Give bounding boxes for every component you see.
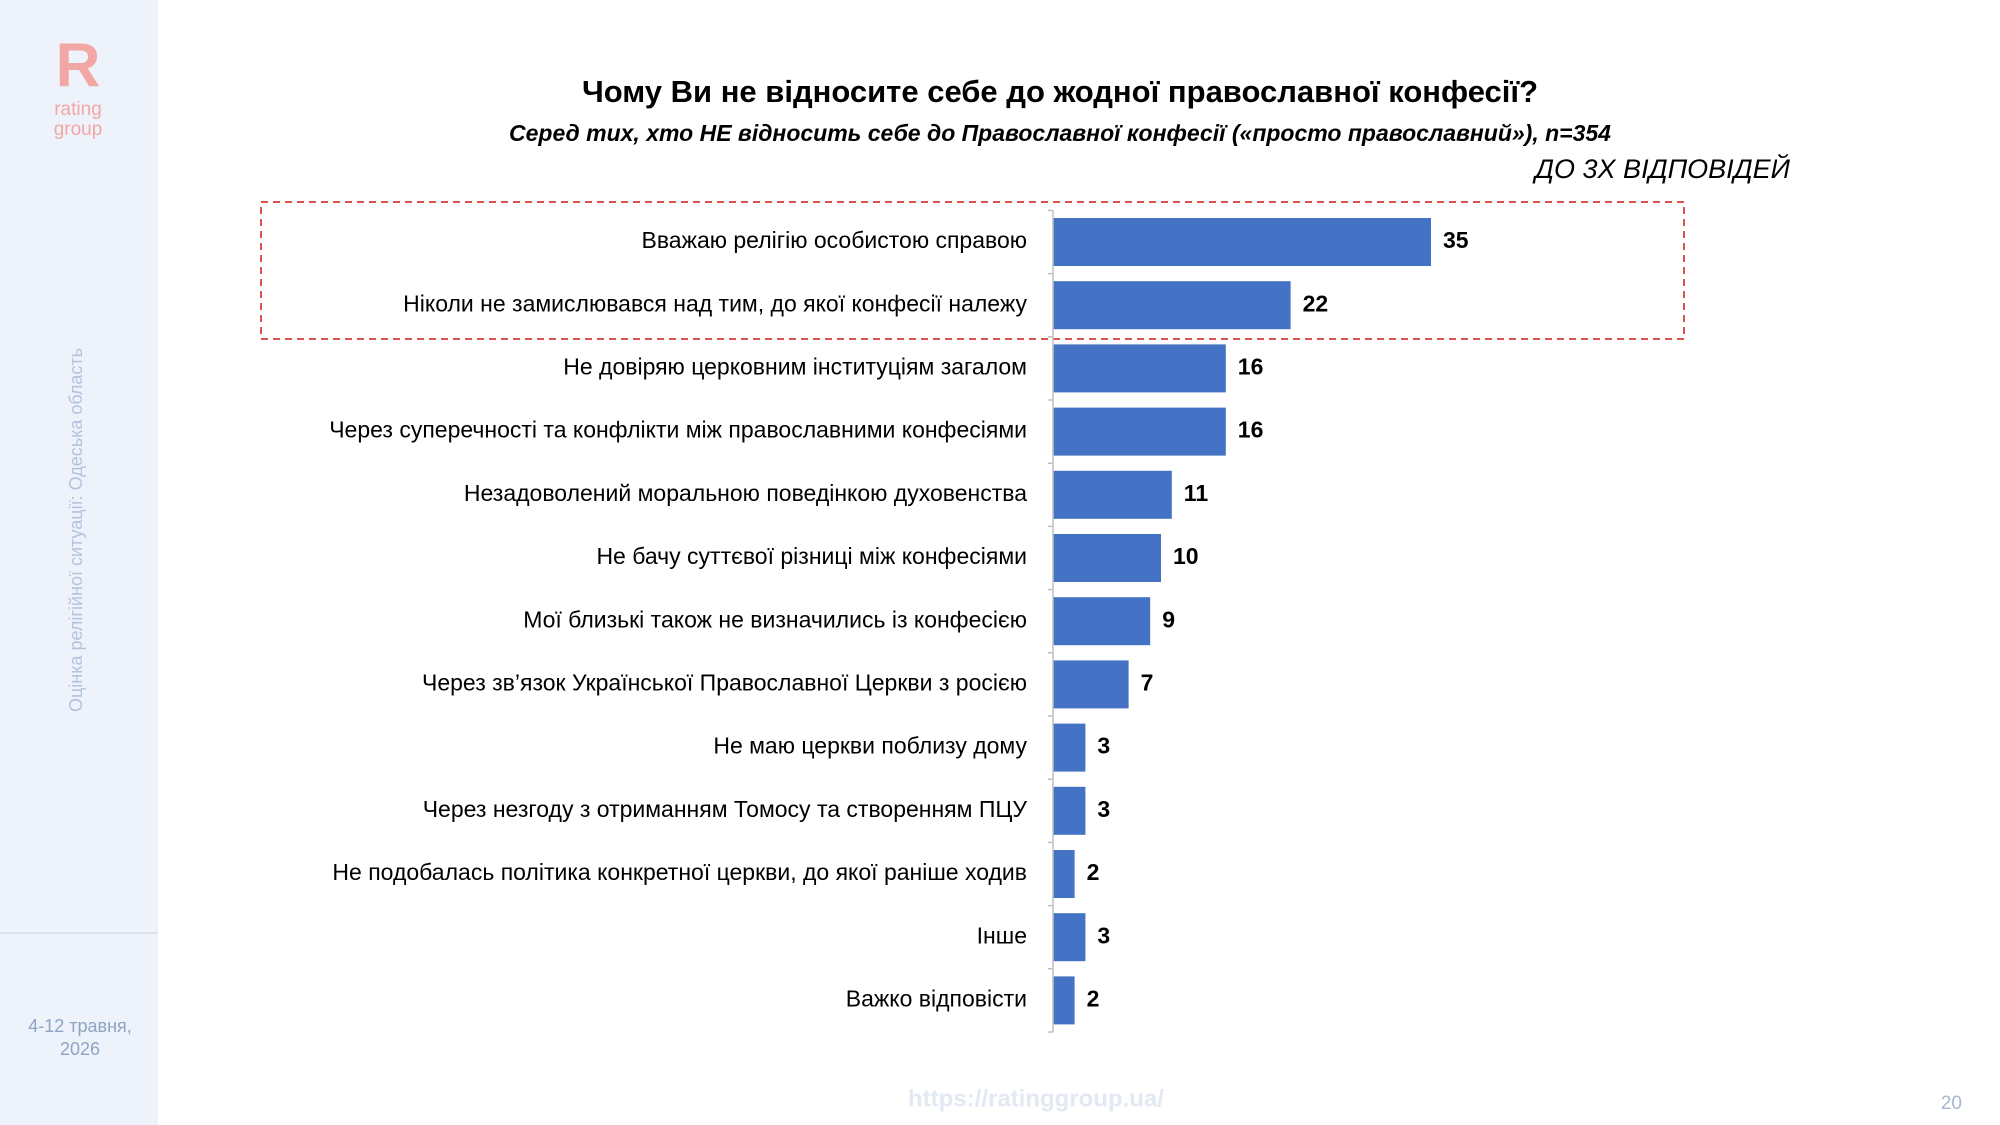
value-label: 3 bbox=[1097, 796, 1110, 822]
bar bbox=[1053, 786, 1086, 835]
category-label: Не довіряю церковним інституціям загалом bbox=[563, 353, 1027, 379]
value-label: 9 bbox=[1162, 606, 1175, 632]
logo-mark: R bbox=[56, 31, 101, 100]
bar bbox=[1053, 913, 1086, 962]
bar bbox=[1053, 407, 1226, 456]
bar bbox=[1053, 850, 1075, 898]
logo-text: group bbox=[54, 119, 103, 140]
footer-url[interactable]: https://ratinggroup.ua/ bbox=[908, 1085, 1164, 1112]
chart-title: Чому Ви не відносите себе до жодної прав… bbox=[582, 74, 1538, 109]
value-label: 10 bbox=[1173, 543, 1199, 569]
value-label: 16 bbox=[1238, 353, 1264, 379]
highlight-box bbox=[260, 201, 1685, 340]
value-label: 7 bbox=[1141, 669, 1154, 695]
category-label: Незадоволений моральною поведінкою духов… bbox=[464, 480, 1027, 506]
bar bbox=[1053, 281, 1291, 330]
category-label: Не бачу суттєвої різниці між конфесіями bbox=[596, 543, 1027, 569]
category-label: Не маю церкви поблизу дому bbox=[713, 733, 1027, 759]
bar bbox=[1053, 597, 1151, 646]
chart-note: ДО 3Х ВІДПОВІДЕЙ bbox=[1532, 152, 1791, 184]
bar bbox=[1053, 344, 1226, 393]
category-label: Через незгоду з отриманням Томосу та ств… bbox=[423, 796, 1028, 822]
chart-subtitle: Серед тих, хто НЕ відносить себе до Прав… bbox=[509, 120, 1611, 146]
bar bbox=[1053, 534, 1161, 582]
category-label: Вважаю релігію особистою справою bbox=[641, 227, 1027, 253]
category-label: Через суперечності та конфлікти між прав… bbox=[329, 417, 1027, 443]
category-label: Ніколи не замислювався над тим, до якої … bbox=[403, 290, 1027, 316]
bar bbox=[1053, 470, 1172, 519]
category-label: Через зв’язок Української Православної Ц… bbox=[422, 669, 1027, 695]
plot: Вважаю релігію особистою справою 35 Ніколи… bbox=[329, 209, 1469, 1033]
category-label: Важко відповісти bbox=[846, 985, 1027, 1011]
value-label: 3 bbox=[1097, 922, 1110, 948]
value-label: 11 bbox=[1184, 480, 1209, 506]
sidebar-caption: Оцінка релігійної ситуації: Одеська обла… bbox=[66, 348, 86, 712]
value-label: 16 bbox=[1238, 417, 1264, 443]
value-label: 22 bbox=[1303, 290, 1329, 316]
value-label: 35 bbox=[1443, 227, 1469, 253]
value-label: 2 bbox=[1087, 859, 1100, 885]
bar bbox=[1053, 723, 1086, 772]
date: 4-12 травня, bbox=[28, 1016, 132, 1036]
category-label: Інше bbox=[977, 922, 1027, 948]
sidebar bbox=[0, 0, 158, 1125]
value-label: 2 bbox=[1087, 985, 1100, 1011]
page-number: 20 bbox=[1941, 1093, 1962, 1114]
category-label: Не подобалась політика конкретної церкви… bbox=[332, 859, 1027, 885]
logo-text: rating bbox=[54, 99, 102, 120]
category-label: Мої близькі також не визначились із конф… bbox=[523, 606, 1027, 632]
bar bbox=[1053, 218, 1431, 266]
date: 2026 bbox=[60, 1039, 100, 1059]
value-label: 3 bbox=[1097, 733, 1110, 759]
bar bbox=[1053, 660, 1129, 709]
bar bbox=[1053, 976, 1075, 1025]
